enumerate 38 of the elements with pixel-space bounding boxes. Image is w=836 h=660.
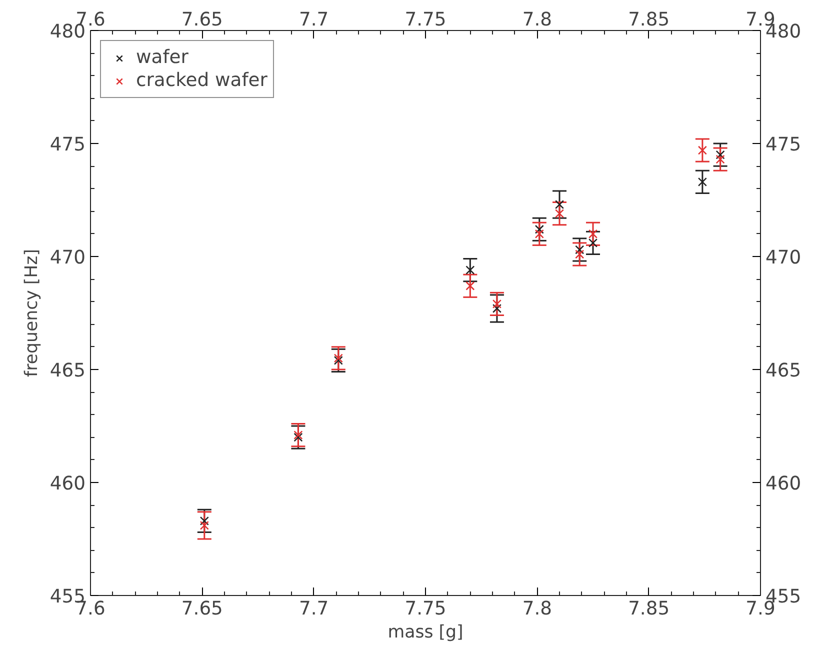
point (588, 229, 598, 238)
point (534, 229, 544, 238)
y-axis-title: frequency [Hz] (22, 248, 42, 378)
point (698, 177, 707, 186)
point (466, 281, 475, 290)
x2-tick-label: 7.85 (628, 598, 670, 620)
point (200, 520, 209, 530)
point (716, 154, 725, 164)
point (698, 146, 707, 155)
y-tick-label: 460 (50, 474, 86, 494)
x-tick-label: 7.8 (522, 10, 552, 30)
y-tick-label: 470 (50, 248, 86, 268)
point (534, 224, 544, 234)
x-tick-label: 7.75 (404, 10, 446, 30)
x-tick-label: 7.85 (628, 10, 670, 30)
y-tick-label: 475 (50, 134, 86, 156)
point (716, 150, 725, 160)
legend-label: cracked wafer (136, 70, 268, 91)
point (554, 200, 564, 210)
point (492, 304, 502, 314)
x-tick-label: 7.65 (181, 10, 223, 30)
x2-tick-label: 7.75 (404, 598, 446, 620)
point (575, 250, 584, 259)
point (200, 516, 209, 526)
y2-tick-label: 470 (766, 248, 802, 268)
x-tick-label: 7.7 (299, 10, 329, 30)
y2-tick-label: 465 (766, 360, 802, 382)
x2-tick-label: 7.65 (181, 598, 223, 620)
point (554, 209, 564, 218)
x2-tick-label: 7.8 (522, 598, 552, 620)
y2-tick-label: 475 (766, 134, 802, 156)
y2-tick-label: 460 (766, 474, 802, 494)
x-axis-title: mass [g] (388, 622, 464, 642)
point (466, 266, 475, 275)
legend-label: wafer (136, 47, 188, 68)
y-tick-label: 465 (50, 360, 86, 382)
x2-tick-label: 7.7 (299, 598, 329, 620)
point (492, 299, 502, 308)
